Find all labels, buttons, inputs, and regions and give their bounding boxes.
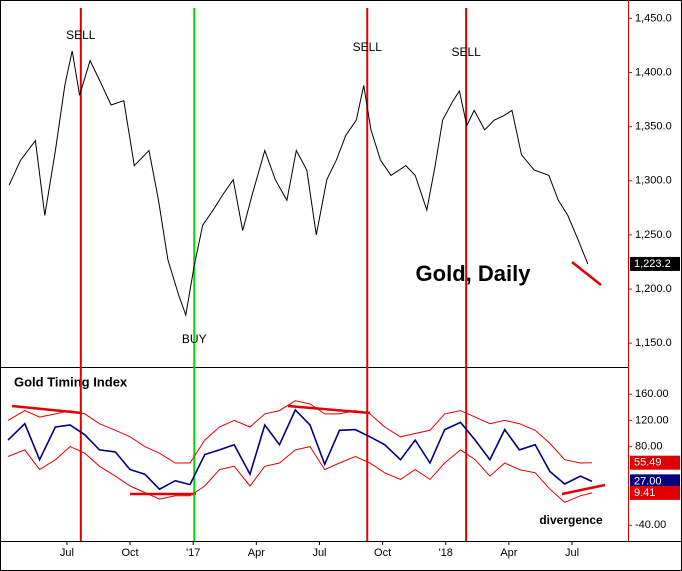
signal-label: SELL bbox=[66, 28, 96, 42]
trend-line bbox=[571, 261, 602, 286]
series-line bbox=[7, 446, 593, 503]
last-value-label: 9.41 bbox=[634, 487, 655, 499]
trend-line bbox=[561, 483, 606, 496]
last-value-box bbox=[630, 256, 680, 271]
y-tick-label: 1,150.0 bbox=[635, 337, 672, 349]
series-line bbox=[7, 408, 593, 491]
last-value-label: 1,223.2 bbox=[634, 258, 671, 270]
last-value-box bbox=[630, 474, 680, 489]
y-tick-label: 1,350.0 bbox=[635, 121, 672, 133]
y-tick-label: 1,250.0 bbox=[635, 229, 672, 241]
trend-line bbox=[287, 404, 371, 415]
signal-label: SELL bbox=[451, 45, 481, 59]
y-tick-label: 1,200.0 bbox=[635, 283, 672, 295]
chart-title: Gold, Daily bbox=[416, 261, 532, 286]
y-tick-label: 1,400.0 bbox=[635, 66, 672, 78]
x-tick-label: Jul bbox=[565, 547, 579, 559]
x-tick-label: Jul bbox=[312, 547, 326, 559]
trend-line bbox=[11, 404, 83, 415]
last-value-box bbox=[630, 485, 680, 500]
last-value-label: 55.49 bbox=[634, 457, 662, 469]
x-tick-label: Apr bbox=[248, 547, 265, 559]
y-tick-label: 1,300.0 bbox=[635, 175, 672, 187]
x-tick-label: Oct bbox=[374, 547, 391, 559]
last-value-label: 27.00 bbox=[634, 475, 662, 487]
last-value-box bbox=[630, 455, 680, 470]
index-title: Gold Timing Index bbox=[14, 374, 128, 389]
series-line bbox=[7, 400, 593, 464]
signal-label: SELL bbox=[353, 40, 383, 54]
annotation: divergence bbox=[539, 513, 603, 527]
y-tick-label: 1,450.0 bbox=[635, 12, 672, 24]
y-tick-label: -40.00 bbox=[635, 519, 666, 531]
y-tick-label: 160.00 bbox=[635, 388, 669, 400]
y-tick-label: 80.00 bbox=[635, 441, 663, 453]
x-tick-label: Apr bbox=[500, 547, 517, 559]
x-tick-label: '18 bbox=[439, 547, 453, 559]
series-line bbox=[8, 50, 589, 317]
x-tick-label: '17 bbox=[186, 547, 200, 559]
x-tick-label: Oct bbox=[122, 547, 139, 559]
x-tick-label: Jul bbox=[60, 547, 74, 559]
y-tick-label: 120.00 bbox=[635, 414, 669, 426]
signal-label: BUY bbox=[182, 332, 207, 346]
